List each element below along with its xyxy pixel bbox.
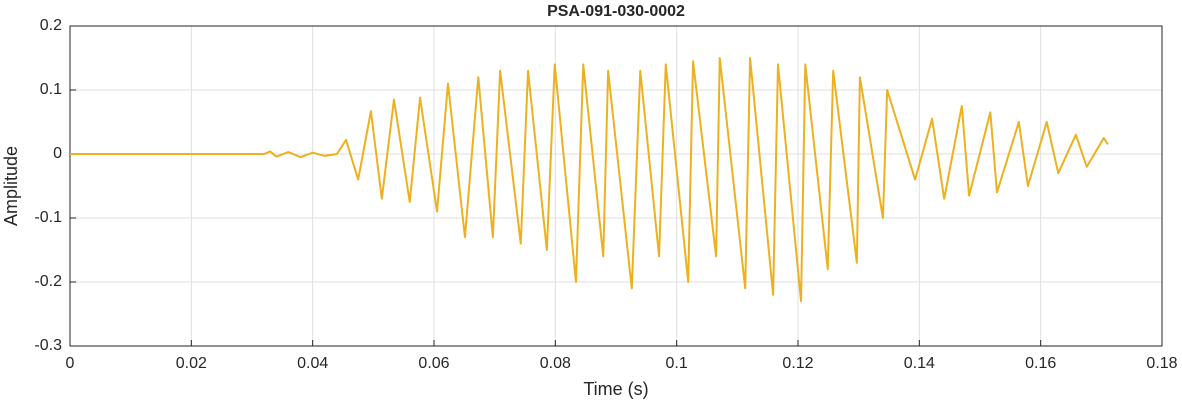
x-tick-label: 0.16 bbox=[1025, 355, 1056, 372]
x-tick-label: 0.04 bbox=[297, 355, 328, 372]
x-tick-label: 0.18 bbox=[1146, 355, 1177, 372]
x-tick-label: 0.02 bbox=[176, 355, 207, 372]
y-tick-label: -0.1 bbox=[34, 209, 62, 226]
plot-frame bbox=[69, 25, 1163, 347]
y-axis-label: Amplitude bbox=[1, 146, 21, 226]
y-tick-label: 0.2 bbox=[40, 17, 62, 34]
x-tick-label: 0.1 bbox=[666, 355, 688, 372]
x-tick-label: 0.08 bbox=[540, 355, 571, 372]
x-axis-label: Time (s) bbox=[583, 379, 648, 399]
x-tick-label: 0.06 bbox=[418, 355, 449, 372]
waveform-line bbox=[70, 57, 1109, 303]
chart-title: PSA-091-030-0002 bbox=[547, 3, 685, 20]
y-tick-label: -0.3 bbox=[34, 337, 62, 354]
y-tick-label: -0.2 bbox=[34, 273, 62, 290]
x-tick-label: 0.14 bbox=[904, 355, 935, 372]
y-tick-label: 0.1 bbox=[40, 81, 62, 98]
x-tick-label: 0 bbox=[66, 355, 75, 372]
y-tick-label: 0 bbox=[53, 145, 62, 162]
x-tick-label: 0.12 bbox=[782, 355, 813, 372]
